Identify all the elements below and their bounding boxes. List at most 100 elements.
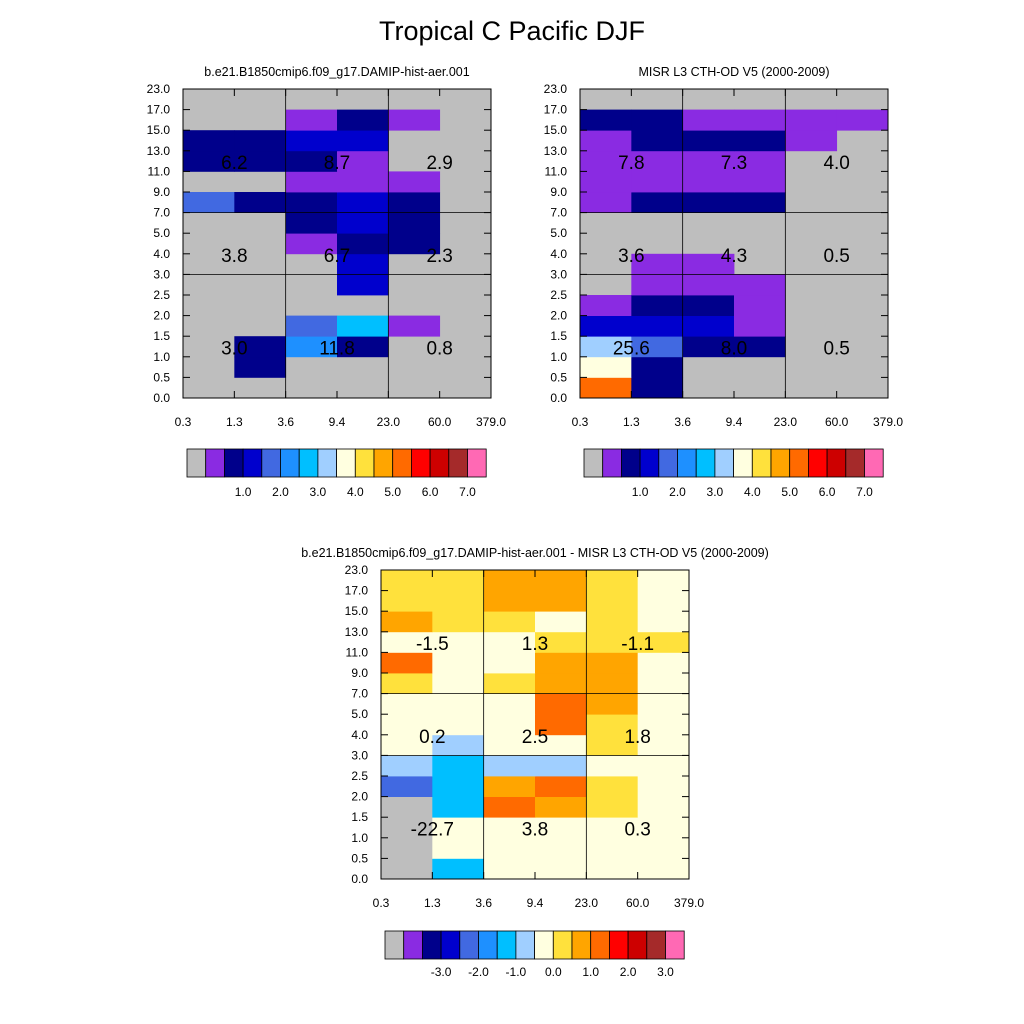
colorbar-swatch [410,448,431,478]
heatmap-cell [631,253,684,275]
box-value-label: 3.6 [618,246,644,267]
x-tick-label: 379.0 [674,896,704,910]
heatmap-cell [580,295,632,316]
heatmap-cell [682,171,735,193]
heatmap-cell [285,336,338,358]
heatmap-cell [337,253,389,275]
y-tick-label: 1.5 [351,810,368,824]
x-tick-label: 0.3 [572,415,589,429]
heatmap-cell [637,631,690,653]
heatmap-cell [432,570,485,591]
heatmap-cell [586,837,639,859]
colorbar-swatch [695,448,716,478]
heatmap-cell [637,590,690,612]
panel-title: b.e21.B1850cmip6.f09_g17.DAMIP-hist-aer.… [204,65,469,79]
heatmap-cell [580,171,632,193]
heatmap-cell [381,776,433,797]
x-tick-label: 3.6 [475,896,492,910]
y-tick-label: 7.0 [153,206,170,220]
heatmap-cell [535,796,587,818]
box-value-label: 6.7 [324,246,350,267]
heatmap-cell [483,611,536,633]
heatmap-cell [381,817,433,839]
y-tick-label: 7.0 [550,206,567,220]
heatmap-cell [183,192,235,213]
box-value-label: 7.3 [721,153,747,174]
box-value-label: 11.8 [319,339,355,360]
x-tick-label: 23.0 [575,896,599,910]
heatmap-cell [586,734,639,756]
heatmap-cell [483,858,536,880]
y-tick-label: 1.0 [351,831,368,845]
heatmap-cell [535,652,587,674]
y-tick-label: 0.5 [550,370,567,384]
colorbar-label: 7.0 [459,485,476,499]
y-tick-label: 15.0 [147,123,171,137]
heatmap-cell [234,336,287,358]
heatmap-cell [637,714,690,736]
heatmap-cell [785,130,838,152]
heatmap-cell [586,570,639,591]
y-tick-label: 2.0 [351,790,368,804]
colorbar-swatch [429,448,450,478]
heatmap-cell [483,693,536,715]
colorbar-label: -2.0 [468,965,489,979]
heatmap-cell [381,858,433,880]
heatmap-cell [381,611,433,633]
x-tick-label: 60.0 [825,415,849,429]
heatmap-cell [381,631,433,653]
y-tick-label: 23.0 [147,82,171,96]
heatmap-cell [432,673,485,694]
colorbar-label: -3.0 [431,965,452,979]
heatmap-cell [734,171,786,193]
y-tick-label: 2.5 [153,288,170,302]
colorbar: 1.0 2.0 3.0 4.0 5.0 6.0 7.0 [583,448,884,499]
colorbar-label: 1.0 [582,965,599,979]
heatmap-cell [586,693,639,715]
heatmap-cell [285,233,338,255]
colorbar-swatch [478,930,498,960]
heatmap-cell [432,693,485,715]
heatmap-cell [337,212,389,234]
heatmap-cell [483,776,536,797]
heatmap-cell [483,590,536,612]
heatmap-cell [631,192,684,213]
heatmap-cell [388,171,441,193]
heatmap-cell [682,274,735,296]
y-tick-label: 4.0 [153,247,170,261]
heatmap-cell [388,212,441,234]
colorbar-swatch [392,448,412,478]
heatmap-cell [586,611,639,633]
heatmap-cell [734,150,786,172]
box-value-label: 8.0 [721,339,747,360]
panel-title: MISR L3 CTH-OD V5 (2000-2009) [638,65,829,79]
heatmap-cell [388,109,441,131]
x-tick-label: 60.0 [428,415,452,429]
box-value-label: 4.3 [721,246,747,267]
heatmap-cell [432,817,485,839]
colorbar-label: 0.0 [545,965,562,979]
heatmap-cell [381,796,433,818]
heatmap-cell [682,336,735,358]
heatmap-cell [586,776,639,797]
colorbar-swatch [421,930,442,960]
colorbar-label: 3.0 [657,965,674,979]
colorbar-label: 1.0 [235,485,252,499]
heatmap-cell [483,673,536,694]
heatmap-cell [183,150,235,172]
colorbar-swatch [317,448,337,478]
box-value-label: 25.6 [613,339,650,360]
heatmap-cell [337,150,389,172]
heatmap-cell [234,150,287,172]
y-tick-label: 17.0 [345,584,369,598]
colorbar-swatch [205,448,225,478]
heatmap-cell [381,652,433,674]
colorbar-swatch [280,448,300,478]
heatmap-cell [432,734,485,756]
heatmap-cell [580,192,632,213]
heatmap-cell [637,673,690,694]
colorbar-swatch [440,930,461,960]
colorbar-swatch [808,448,828,478]
heatmap-cell [682,150,735,172]
